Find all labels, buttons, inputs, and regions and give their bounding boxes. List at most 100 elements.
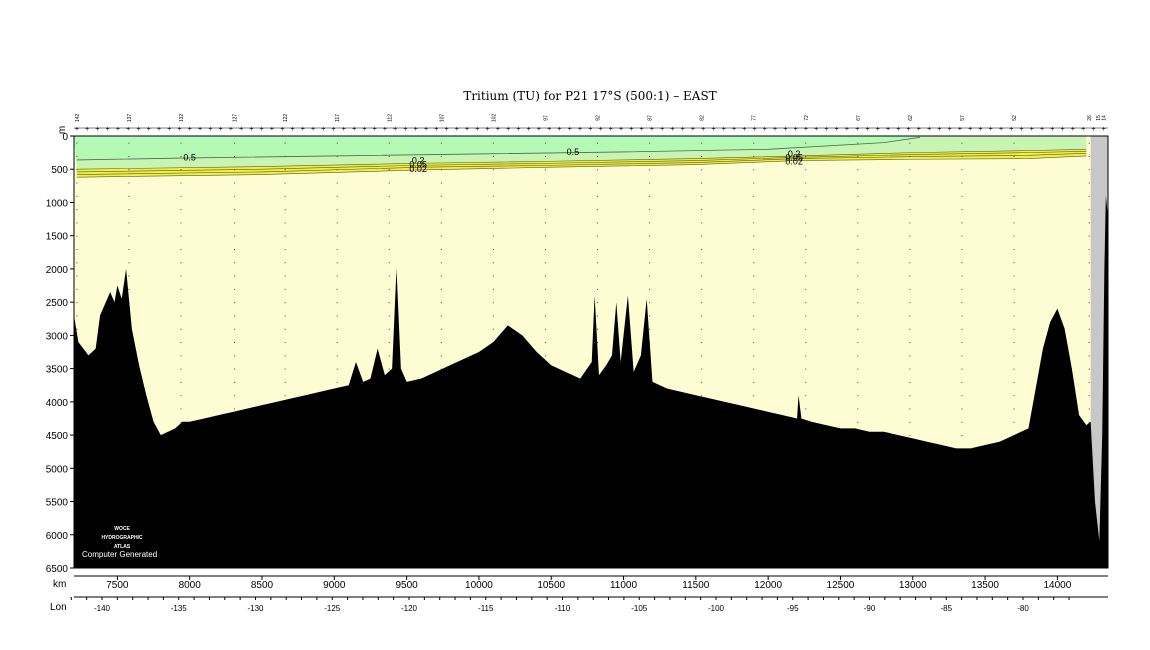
contour-label-5: 0.2	[788, 149, 801, 159]
sample-point-9-1900	[544, 262, 546, 264]
station-label-67: 67	[856, 115, 862, 121]
sample-point-10-3100	[597, 342, 599, 344]
sample-point-2-2500	[180, 302, 182, 304]
sample-point-17-1500	[961, 235, 963, 237]
sample-point-4-2100	[284, 275, 286, 277]
station-label-112: 112	[387, 114, 393, 122]
sample-point-2-2900	[180, 328, 182, 330]
sample-point-14-1900	[805, 262, 807, 264]
sample-point-4-1900	[284, 262, 286, 264]
lon-tick-label--100: -100	[708, 604, 725, 613]
sample-point-9-3300	[544, 355, 546, 357]
sample-point-10-1100	[597, 209, 599, 211]
sample-point-0-1300	[76, 222, 78, 224]
sample-point-4-2900	[284, 328, 286, 330]
station-label-122: 122	[283, 114, 289, 123]
sample-point-15-2500	[857, 302, 859, 304]
chart-title: Tritium (TU) for P21 17°S (500:1) – EAST	[463, 89, 716, 103]
sample-point-7-1500	[440, 235, 442, 237]
sample-point-11-1500	[649, 235, 651, 237]
sample-point-7-3300	[440, 355, 442, 357]
station-mark-8924: +	[321, 126, 325, 133]
station-label-62: 62	[908, 115, 914, 121]
sample-point-16-700	[909, 182, 911, 184]
y-tick-label-2500: 2500	[46, 298, 69, 309]
sample-point-10-1700	[597, 248, 599, 250]
station-mark-13326: +	[958, 126, 962, 133]
station-mark-12900: +	[896, 126, 900, 133]
sample-point-3-2900	[234, 328, 236, 330]
station-mark-11480: +	[691, 126, 695, 133]
station-label-142: 142	[75, 114, 81, 123]
station-label-97: 97	[543, 115, 549, 121]
sample-point-18-3300	[1013, 355, 1015, 357]
station-mark-12403: +	[824, 126, 828, 133]
sample-point-19-1300	[1088, 222, 1090, 224]
sample-point-15-700	[857, 182, 859, 184]
sample-point-12-1300	[701, 222, 703, 224]
sample-point-6-2700	[388, 315, 390, 317]
station-mark-8995: +	[332, 126, 336, 133]
sample-point-0-300	[76, 155, 78, 157]
sample-point-10-300	[597, 155, 599, 157]
sample-point-13-900	[753, 195, 755, 197]
sample-point-18-3100	[1013, 342, 1015, 344]
x-tick-label-8000: 8000	[179, 580, 202, 591]
sample-point-12-3300	[701, 355, 703, 357]
station-axis: + + + + + + + + + + + + + + + + + + + + + + + + + + + + + + + + + + + + + + + +…	[74, 114, 1108, 133]
lon-tick-label--120: -120	[401, 604, 418, 613]
sample-point-6-100	[388, 142, 390, 144]
sample-point-11-2300	[649, 288, 651, 290]
sample-point-15-300	[857, 155, 859, 157]
y-axis-unit: m	[57, 126, 68, 134]
sample-point-8-2700	[492, 315, 494, 317]
sample-point-11-1300	[649, 222, 651, 224]
sample-point-16-3900	[909, 395, 911, 397]
sample-point-0-2900	[76, 328, 78, 330]
contour-label-7: 0.02	[785, 156, 803, 166]
sample-point-6-2900	[388, 328, 390, 330]
sample-point-9-3100	[544, 342, 546, 344]
station-mark-11054: +	[629, 126, 633, 133]
sample-point-18-2300	[1013, 288, 1015, 290]
station-mark-8853: +	[311, 126, 315, 133]
contour-label-2: 0.2	[412, 155, 425, 165]
station-mark-12829: +	[886, 126, 890, 133]
sample-point-11-100	[649, 142, 651, 144]
x-axis-unit: km	[53, 579, 66, 590]
station-mark-8143: +	[208, 126, 212, 133]
sample-point-14-1500	[805, 235, 807, 237]
sample-point-2-4300	[180, 421, 182, 423]
station-mark-9350: +	[383, 126, 387, 133]
station-mark-11267: +	[660, 126, 664, 133]
sample-point-2-1900	[180, 262, 182, 264]
sample-point-16-3300	[909, 355, 911, 357]
sample-point-2-4100	[180, 408, 182, 410]
y-tick-label-4500: 4500	[46, 431, 69, 442]
sample-point-14-300	[805, 155, 807, 157]
sample-point-10-1300	[597, 222, 599, 224]
sample-point-17-3500	[961, 368, 963, 370]
sample-point-13-2500	[753, 302, 755, 304]
sample-point-15-3700	[857, 381, 859, 383]
sample-point-8-500	[492, 169, 494, 171]
sample-point-9-100	[544, 142, 546, 144]
sample-point-6-3100	[388, 342, 390, 344]
sample-point-3-3900	[234, 395, 236, 397]
station-mark-12048: +	[773, 126, 777, 133]
sample-point-14-1700	[805, 248, 807, 250]
station-mark-10060: +	[486, 126, 490, 133]
x-tick-label-12000: 12000	[754, 580, 782, 591]
sample-point-2-100	[180, 142, 182, 144]
sample-point-13-3700	[753, 381, 755, 383]
sample-point-14-900	[805, 195, 807, 197]
sample-point-4-500	[284, 169, 286, 171]
sample-point-19-4100	[1088, 408, 1090, 410]
sample-point-13-3500	[753, 368, 755, 370]
sample-point-19-1500	[1088, 235, 1090, 237]
sample-point-5-2700	[336, 315, 338, 317]
station-label-52: 52	[1012, 115, 1018, 121]
sample-point-12-700	[701, 182, 703, 184]
sample-point-15-500	[857, 169, 859, 171]
